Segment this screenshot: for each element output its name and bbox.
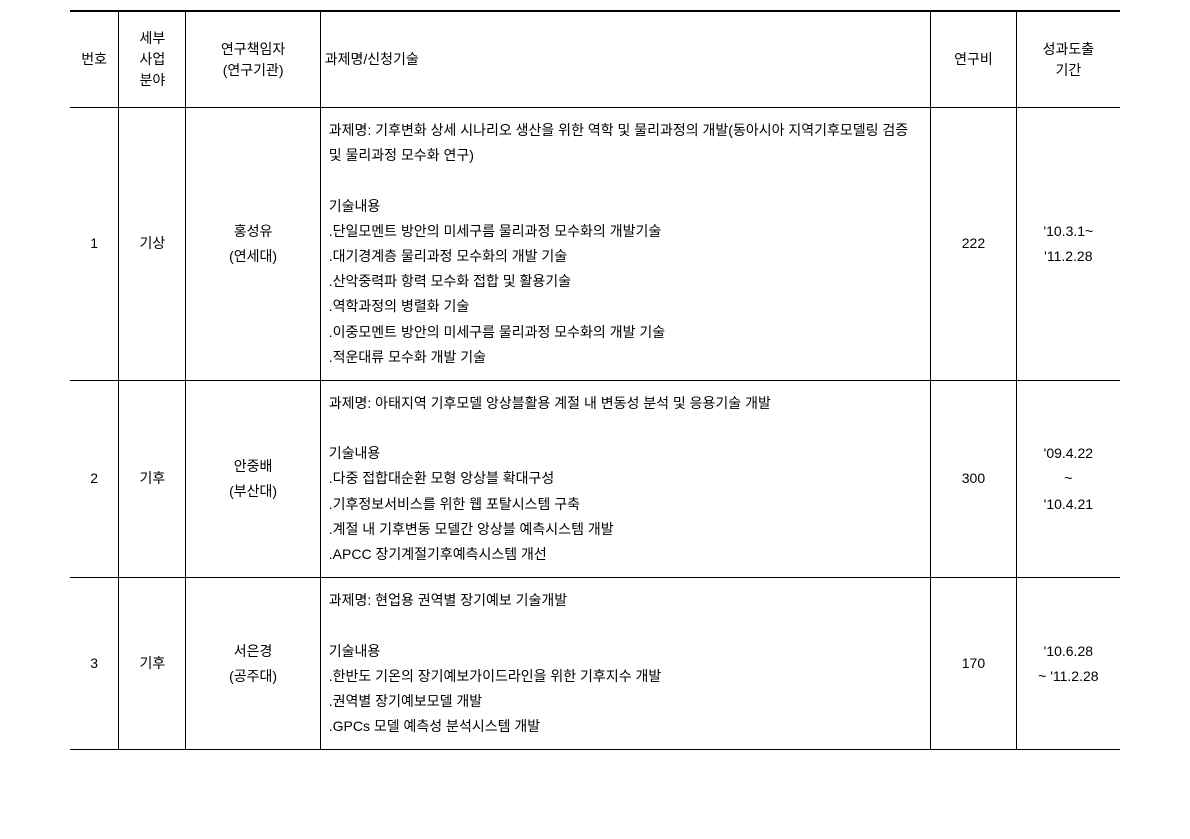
table-header-row: 번호 세부 사업 분야 연구책임자 (연구기관) 과제명/신청기술 연구비 성과…: [70, 11, 1120, 108]
cell-budget: 222: [931, 108, 1016, 381]
cell-num: 3: [70, 578, 119, 750]
header-budget: 연구비: [931, 11, 1016, 108]
cell-project: 과제명: 현업용 권역별 장기예보 기술개발 기술내용 .한반도 기온의 장기예…: [320, 578, 930, 750]
table-row: 3 기후 서은경 (공주대) 과제명: 현업용 권역별 장기예보 기술개발 기술…: [70, 578, 1120, 750]
cell-period: '10.3.1~ '11.2.28: [1016, 108, 1120, 381]
header-period: 성과도출 기간: [1016, 11, 1120, 108]
header-researcher: 연구책임자 (연구기관): [186, 11, 320, 108]
cell-field: 기후: [119, 578, 186, 750]
cell-field: 기후: [119, 380, 186, 577]
cell-project: 과제명: 기후변화 상세 시나리오 생산을 위한 역학 및 물리과정의 개발(동…: [320, 108, 930, 381]
header-num: 번호: [70, 11, 119, 108]
cell-budget: 300: [931, 380, 1016, 577]
cell-field: 기상: [119, 108, 186, 381]
cell-budget: 170: [931, 578, 1016, 750]
cell-researcher: 서은경 (공주대): [186, 578, 320, 750]
research-projects-table: 번호 세부 사업 분야 연구책임자 (연구기관) 과제명/신청기술 연구비 성과…: [70, 10, 1120, 750]
cell-project: 과제명: 아태지역 기후모델 앙상블활용 계절 내 변동성 분석 및 응용기술 …: [320, 380, 930, 577]
table-row: 2 기후 안중배 (부산대) 과제명: 아태지역 기후모델 앙상블활용 계절 내…: [70, 380, 1120, 577]
cell-num: 2: [70, 380, 119, 577]
table-row: 1 기상 홍성유 (연세대) 과제명: 기후변화 상세 시나리오 생산을 위한 …: [70, 108, 1120, 381]
cell-researcher: 홍성유 (연세대): [186, 108, 320, 381]
cell-researcher: 안중배 (부산대): [186, 380, 320, 577]
header-field: 세부 사업 분야: [119, 11, 186, 108]
cell-num: 1: [70, 108, 119, 381]
cell-period: '09.4.22 ~ '10.4.21: [1016, 380, 1120, 577]
cell-period: '10.6.28 ~ '11.2.28: [1016, 578, 1120, 750]
header-project: 과제명/신청기술: [320, 11, 930, 108]
